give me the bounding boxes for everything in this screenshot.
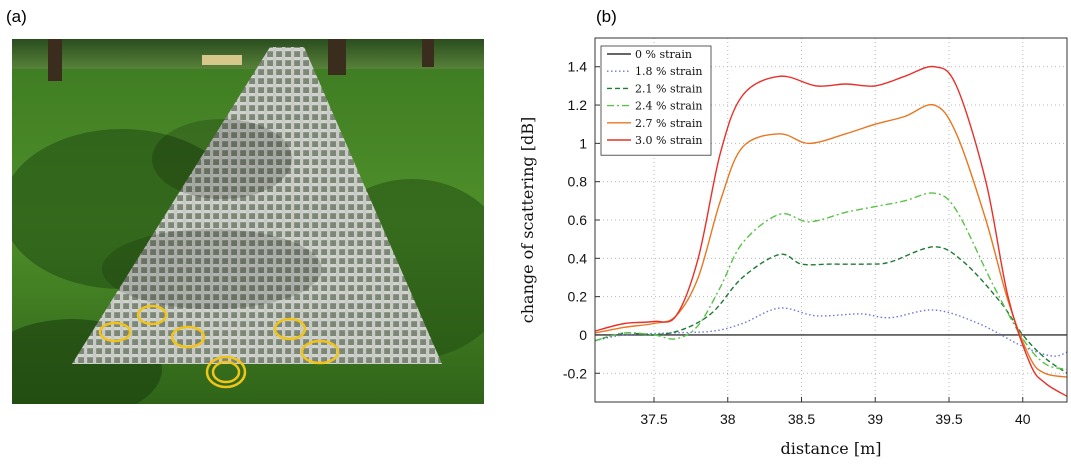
axis-ticks: 37.5 38 38.5 39 39.5 40 -0.2 0 0.2 0.4 0.6 0.8 1 1.2 1… bbox=[563, 59, 1031, 427]
optical-fiber-coils bbox=[98, 304, 340, 389]
legend-entry: 2.4 % strain bbox=[635, 100, 702, 113]
x-tick-label: 37.5 bbox=[640, 411, 667, 427]
textile-shade bbox=[72, 47, 442, 364]
y-tick-label: 0.6 bbox=[568, 212, 588, 228]
x-tick-label: 40 bbox=[1015, 411, 1031, 427]
series-line-2 bbox=[595, 246, 1067, 374]
series-line-5 bbox=[595, 65, 1067, 397]
tree-trunk bbox=[328, 39, 346, 75]
legend-entry: 1.8 % strain bbox=[635, 65, 702, 78]
shadow-on-textile bbox=[102, 229, 322, 309]
legend-entry: 3.0 % strain bbox=[635, 134, 702, 147]
legend-entry: 2.1 % strain bbox=[635, 82, 702, 95]
y-tick-label: 1 bbox=[579, 135, 587, 151]
y-tick-label: 0.8 bbox=[568, 174, 588, 190]
legend-entry: 2.7 % strain bbox=[635, 117, 702, 130]
legend: 0 % strain 1.8 % strain 2.1 % strain 2.4 % … bbox=[600, 45, 712, 156]
series-line-3 bbox=[595, 192, 1067, 371]
fiber-coil bbox=[273, 317, 307, 341]
x-tick-label: 39 bbox=[867, 411, 883, 427]
y-tick-label: 1.2 bbox=[568, 97, 588, 113]
tree-line bbox=[12, 39, 484, 69]
y-tick-label: -0.2 bbox=[563, 365, 587, 381]
fiber-coil bbox=[170, 325, 206, 349]
legend-box bbox=[600, 45, 712, 156]
y-tick-label: 0.2 bbox=[568, 289, 588, 305]
x-tick-label: 38.5 bbox=[788, 411, 815, 427]
panel-b-label: (b) bbox=[596, 7, 617, 26]
fiber-coil bbox=[211, 360, 241, 384]
equipment-box bbox=[202, 55, 242, 65]
y-tick-label: 1.4 bbox=[568, 59, 588, 75]
plot-frame bbox=[594, 37, 1068, 403]
series-lines bbox=[595, 65, 1067, 397]
legend-entry: 0 % strain bbox=[635, 48, 692, 61]
photo-sensor-textile bbox=[12, 39, 484, 404]
fiber-coil bbox=[205, 355, 247, 389]
scattering-change-chart: 37.5 38 38.5 39 39.5 40 -0.2 0 0.2 0.4 0.6 0.8 1 1.2 1… bbox=[518, 37, 1068, 458]
panel-a-label: (a) bbox=[6, 7, 27, 26]
tree-trunk bbox=[48, 39, 62, 81]
x-tick-label: 39.5 bbox=[935, 411, 962, 427]
y-axis-title: change of scattering [dB] bbox=[518, 117, 537, 323]
x-tick-label: 38 bbox=[720, 411, 736, 427]
tree-trunk bbox=[422, 39, 434, 67]
fiber-coil bbox=[136, 304, 168, 326]
y-tick-label: 0.4 bbox=[568, 250, 588, 266]
shadow-on-textile bbox=[152, 119, 292, 199]
fiber-coil bbox=[300, 339, 340, 365]
x-axis-title: distance [m] bbox=[780, 439, 881, 458]
sensor-textile-mesh bbox=[72, 47, 442, 364]
y-tick-label: 0 bbox=[579, 327, 587, 343]
fiber-coil bbox=[98, 321, 132, 343]
series-line-1 bbox=[595, 307, 1067, 357]
